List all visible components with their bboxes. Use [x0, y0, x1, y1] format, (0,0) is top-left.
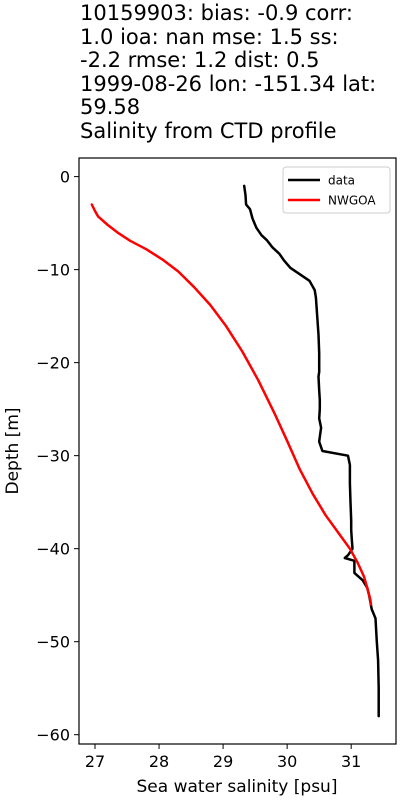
x-tick-label: 27 — [85, 752, 105, 771]
ticks-layer: 27 28 29 30 31 0 −10 −20 −30 −40 −50 −60 — [36, 168, 361, 771]
y-tick-label: −50 — [36, 633, 70, 652]
x-tick-label: 29 — [213, 752, 233, 771]
y-tick-label: −40 — [36, 540, 70, 559]
legend: data NWGOA — [282, 166, 391, 214]
y-tick-label: −30 — [36, 447, 70, 466]
x-tick-label: 30 — [277, 752, 297, 771]
y-tick-label: −60 — [36, 726, 70, 745]
x-tick-label: 28 — [149, 752, 169, 771]
y-axis-label: Depth [m] — [3, 407, 23, 494]
x-tick-label: 31 — [341, 752, 361, 771]
legend-box — [282, 166, 391, 214]
y-tick-label: 0 — [60, 168, 70, 187]
title-line-5: 59.58 — [80, 95, 141, 119]
series-line-data — [242, 184, 380, 718]
title-line-2: 1.0 ioa: nan mse: 1.5 ss: — [80, 24, 339, 49]
legend-label-nwgoa: NWGOA — [328, 194, 376, 208]
plot-frame — [78, 157, 397, 745]
chart-title: 10159903: bias: -0.9 corr: 1.0 ioa: nan … — [80, 1, 398, 143]
title-line-3: -2.2 rmse: 1.2 dist: 0.5 — [80, 48, 320, 72]
legend-label-data: data — [328, 174, 355, 188]
title-line-4: 1999-08-26 lon: -151.34 lat: — [80, 71, 377, 96]
title-line-1: 10159903: bias: -0.9 corr: — [80, 1, 354, 25]
series-line-nwgoa — [90, 203, 373, 606]
x-axis-label: Sea water salinity [psu] — [137, 777, 338, 797]
y-tick-label: −10 — [36, 261, 70, 280]
y-tick-label: −20 — [36, 354, 70, 373]
series-layer — [90, 184, 380, 718]
title-line-6: Salinity from CTD profile — [80, 118, 337, 143]
